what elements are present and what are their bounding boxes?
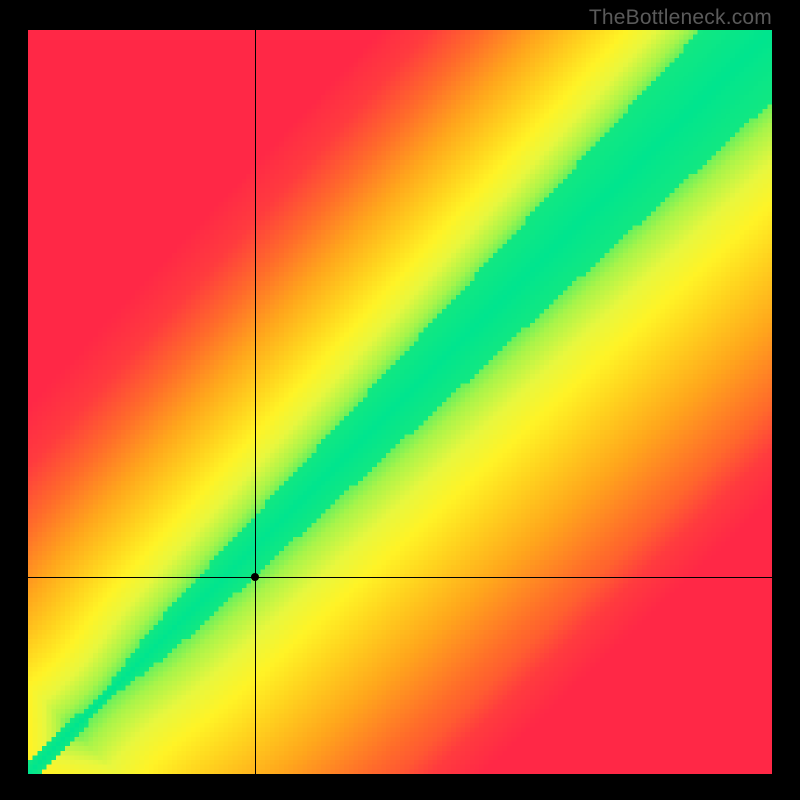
crosshair-horizontal — [28, 577, 772, 578]
watermark-text: TheBottleneck.com — [589, 6, 772, 30]
crosshair-vertical — [255, 30, 256, 774]
crosshair-marker — [251, 573, 259, 581]
root-container: TheBottleneck.com — [0, 0, 800, 800]
heatmap-canvas — [28, 30, 772, 774]
